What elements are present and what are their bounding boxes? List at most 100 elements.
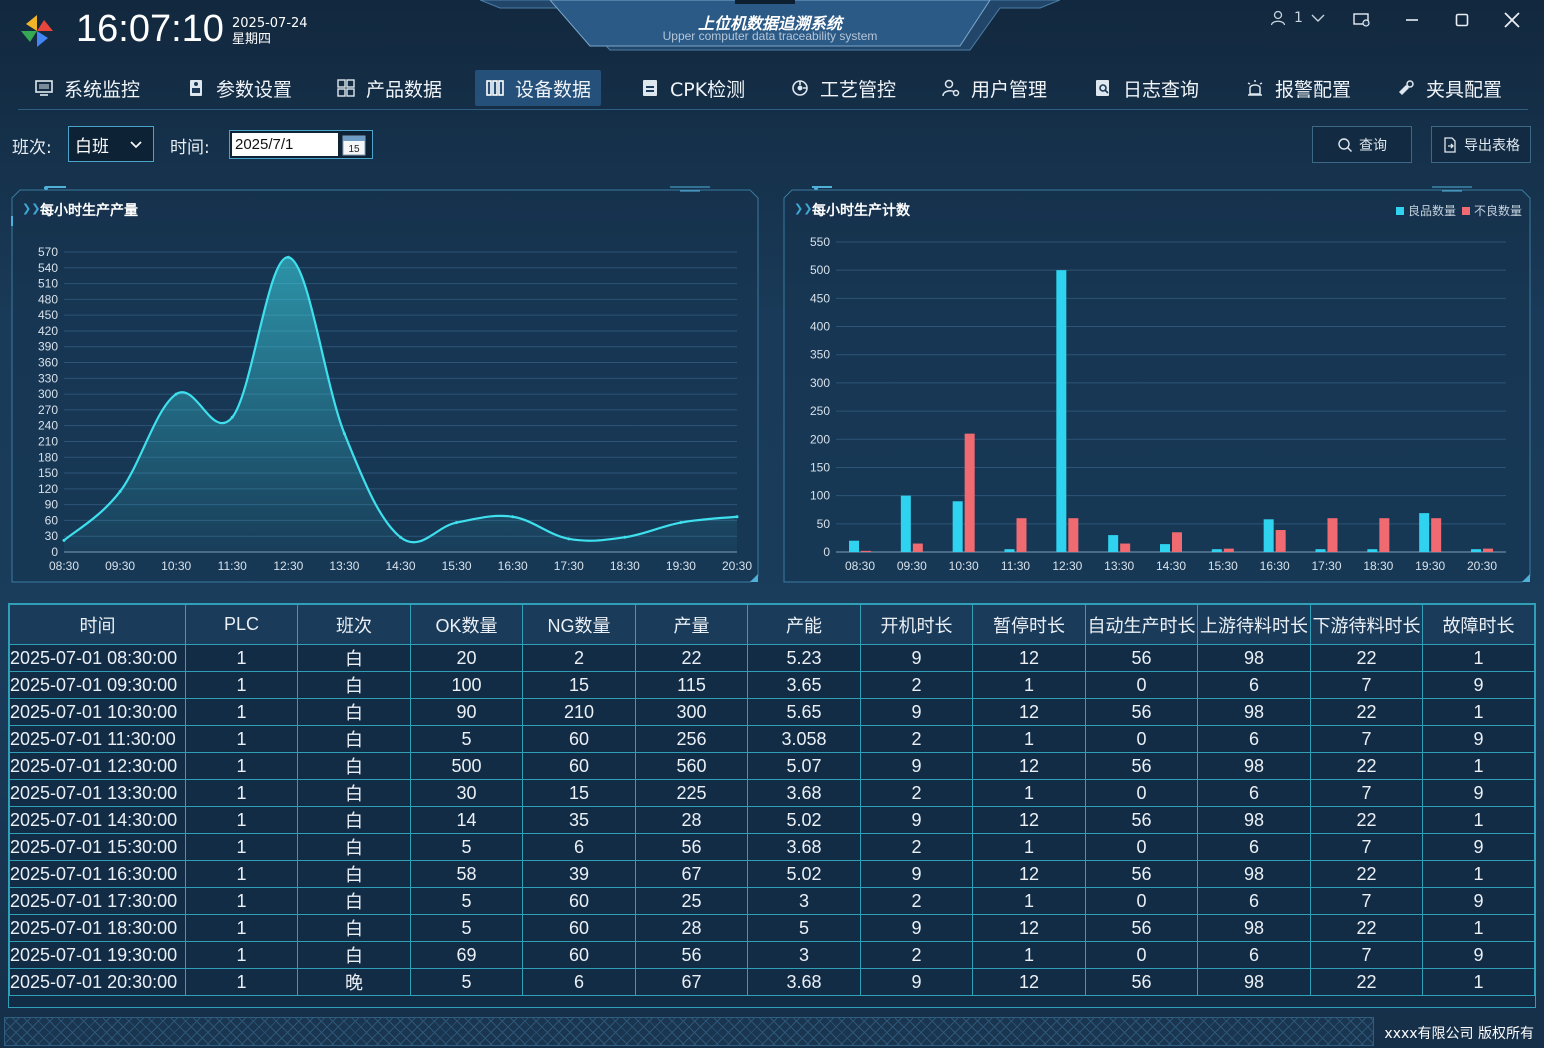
table-row[interactable]: 2025-07-01 11:30:00 1 白 5 60 256 3.058 2 1 0 6 7 9 xyxy=(9,725,1535,753)
table-row[interactable]: 2025-07-01 08:30:00 1 白 20 2 22 5.23 9 12 56 98 22 1 xyxy=(9,644,1535,672)
monitor-icon xyxy=(34,78,54,98)
table-cell: 22 xyxy=(1310,644,1423,672)
table-cell: 9 xyxy=(1422,671,1535,699)
table-cell: 2025-07-01 15:30:00 xyxy=(9,833,186,861)
table-cell: 1 xyxy=(972,833,1086,861)
data-table: 时间 PLC 班次 OK数量 NG数量 产量 产能 开机时长 暂停时长 自动生产时长 上游待料时长下… xyxy=(9,604,1535,996)
column-header[interactable]: 产量 xyxy=(635,604,748,645)
nav-item-alarm-config[interactable]: 报警配置 xyxy=(1235,70,1361,106)
nav-item-process-control[interactable]: 工艺管控 xyxy=(780,70,906,106)
column-header[interactable]: 时间 xyxy=(9,604,186,645)
x-tick-label: 12:30 xyxy=(1052,559,1082,573)
panel-title-arrow-icon: ❯❯ xyxy=(794,202,813,215)
table-cell: 6 xyxy=(522,833,636,861)
column-header[interactable]: 开机时长 xyxy=(860,604,973,645)
table-row[interactable]: 2025-07-01 18:30:00 1 白 5 60 28 5 9 12 56 98 22 1 xyxy=(9,914,1535,942)
column-header[interactable]: 上游待料时长 xyxy=(1197,604,1311,645)
table-cell: 1 xyxy=(185,887,298,915)
y-tick-label: 180 xyxy=(38,450,58,464)
date-value[interactable]: 2025/7/1 xyxy=(232,133,338,156)
table-row[interactable]: 2025-07-01 19:30:00 1 白 69 60 56 3 2 1 0 6 7 9 xyxy=(9,941,1535,969)
table-cell: 210 xyxy=(522,698,636,726)
screen-settings-button[interactable] xyxy=(1350,8,1374,32)
table-cell: 60 xyxy=(522,941,636,969)
footer-pattern xyxy=(4,1017,1374,1046)
nav-item-device-data[interactable]: 设备数据 xyxy=(475,70,602,106)
table-cell: 5 xyxy=(410,725,523,753)
data-point xyxy=(174,392,178,396)
column-header[interactable]: NG数量 xyxy=(522,604,636,645)
table-row[interactable]: 2025-07-01 20:30:00 1 晚 5 6 67 3.68 9 12 56 98 22 1 xyxy=(9,968,1535,996)
user-menu[interactable]: 1 xyxy=(1270,10,1325,26)
hourly-count-panel: ❯❯ 每小时生产计数 良品数量 不良数量 0 50 100 150 200 250 300 3… xyxy=(782,186,1532,584)
table-cell: 15 xyxy=(522,671,636,699)
maximize-button[interactable] xyxy=(1450,8,1474,32)
column-header[interactable]: 班次 xyxy=(297,604,411,645)
column-header[interactable]: OK数量 xyxy=(410,604,523,645)
table-row[interactable]: 2025-07-01 09:30:00 1 白 100 15 115 3.65 2 1 0 6 7 9 xyxy=(9,671,1535,699)
nav-item-parameters[interactable]: 参数设置 xyxy=(176,70,302,106)
export-button[interactable]: 导出表格 xyxy=(1431,126,1531,163)
title-bar: 16:07:10 2025-07-24 星期四 上位机数据追溯系统 Upper … xyxy=(0,0,1544,64)
table-cell: 9 xyxy=(860,968,973,996)
table-row[interactable]: 2025-07-01 12:30:00 1 白 500 60 560 5.07 9 12 56 98… xyxy=(9,752,1535,780)
y-tick-label: 150 xyxy=(38,466,58,480)
data-point xyxy=(623,535,627,539)
bad-count-bar xyxy=(1120,543,1131,552)
nav-item-user-management[interactable]: 用户管理 xyxy=(931,70,1057,106)
calendar-icon[interactable]: 15 xyxy=(342,134,366,156)
nav-label: 产品数据 xyxy=(366,78,443,101)
date-text: 2025-07-24 xyxy=(232,16,308,31)
table-cell: 12 xyxy=(972,644,1086,672)
table-row[interactable]: 2025-07-01 13:30:00 1 白 30 15 225 3.68 2 1 0 6 7 9 xyxy=(9,779,1535,807)
table-row[interactable]: 2025-07-01 15:30:00 1 白 5 6 56 3.68 2 1 0 6 7 9 xyxy=(9,833,1535,861)
app-title: 上位机数据追溯系统 xyxy=(697,14,842,33)
table-cell: 1 xyxy=(185,806,298,834)
column-header[interactable]: 下游待料时长 xyxy=(1310,604,1423,645)
query-label: 查询 xyxy=(1359,137,1387,154)
date-picker[interactable]: 2025/7/1 15 xyxy=(229,130,373,159)
table-row[interactable]: 2025-07-01 10:30:00 1 白 90 210 300 5.65 9 12 56 98… xyxy=(9,698,1535,726)
y-tick-label: 300 xyxy=(810,376,830,390)
nav-item-product-data[interactable]: 产品数据 xyxy=(326,70,452,106)
column-header[interactable]: 故障时长 xyxy=(1422,604,1535,645)
bad-count-bar xyxy=(1068,518,1079,552)
nav-item-cpk[interactable]: CPK检测 xyxy=(630,70,755,106)
table-row[interactable]: 2025-07-01 14:30:00 1 白 14 35 28 5.02 9 12 56 98 22… xyxy=(9,806,1535,834)
display-icon xyxy=(1353,13,1370,27)
data-point xyxy=(286,255,290,259)
x-tick-label: 11:30 xyxy=(218,559,247,573)
data-point xyxy=(230,415,234,419)
column-header[interactable]: 产能 xyxy=(747,604,861,645)
nav-item-system-monitor[interactable]: 系统监控 xyxy=(24,70,150,106)
close-button[interactable] xyxy=(1500,8,1524,32)
nav-item-log-query[interactable]: 日志查询 xyxy=(1083,70,1209,106)
minimize-button[interactable] xyxy=(1400,8,1424,32)
y-tick-label: 150 xyxy=(810,460,830,474)
x-tick-label: 14:30 xyxy=(385,559,415,573)
query-button[interactable]: 查询 xyxy=(1312,126,1412,163)
table-cell: 5.23 xyxy=(747,644,861,672)
y-tick-label: 240 xyxy=(38,419,58,433)
shift-select[interactable]: 白班 xyxy=(68,126,154,162)
x-tick-label: 08:30 xyxy=(49,559,79,573)
column-header[interactable]: 暂停时长 xyxy=(972,604,1086,645)
table-row[interactable]: 2025-07-01 16:30:00 1 白 58 39 67 5.02 9 12 56 98 22… xyxy=(9,860,1535,888)
table-cell: 1 xyxy=(185,833,298,861)
column-header[interactable]: PLC xyxy=(185,604,298,645)
nav-item-fixture-config[interactable]: 夹具配置 xyxy=(1386,70,1512,106)
table-cell: 1 xyxy=(972,887,1086,915)
table-cell: 22 xyxy=(1310,860,1423,888)
table-cell: 2025-07-01 14:30:00 xyxy=(9,806,186,834)
bad-count-bar xyxy=(912,543,923,552)
barcode-icon xyxy=(485,78,505,98)
table-cell: 2025-07-01 19:30:00 xyxy=(9,941,186,969)
table-cell: 6 xyxy=(1197,941,1311,969)
table-row[interactable]: 2025-07-01 17:30:00 1 白 5 60 25 3 2 1 0 6 7 9 xyxy=(9,887,1535,915)
data-point xyxy=(455,521,459,525)
data-point xyxy=(735,515,739,519)
table-cell: 0 xyxy=(1085,833,1198,861)
table-cell: 2025-07-01 09:30:00 xyxy=(9,671,186,699)
column-header[interactable]: 自动生产时长 xyxy=(1085,604,1198,645)
bad-count-bar xyxy=(1223,548,1234,552)
